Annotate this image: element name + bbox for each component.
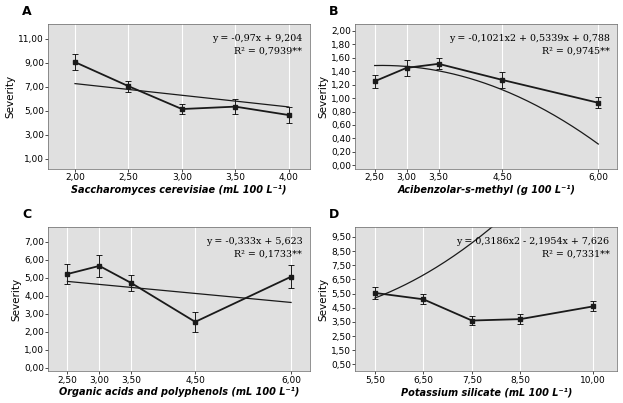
Text: D: D <box>330 208 340 221</box>
X-axis label: Acibenzolar-s-methyl (g 100 L⁻¹): Acibenzolar-s-methyl (g 100 L⁻¹) <box>397 185 576 195</box>
Text: A: A <box>22 5 32 19</box>
Text: C: C <box>22 208 31 221</box>
Y-axis label: Severity: Severity <box>6 75 16 118</box>
Y-axis label: Severity: Severity <box>318 75 328 118</box>
Text: y = 0,3186x2 - 2,1954x + 7,626
R² = 0,7331**: y = 0,3186x2 - 2,1954x + 7,626 R² = 0,73… <box>457 237 609 259</box>
Y-axis label: Severity: Severity <box>11 278 21 321</box>
X-axis label: Potassium silicate (mL 100 L⁻¹): Potassium silicate (mL 100 L⁻¹) <box>401 387 572 397</box>
X-axis label: Saccharomyces cerevisiae (mL 100 L⁻¹): Saccharomyces cerevisiae (mL 100 L⁻¹) <box>72 185 287 195</box>
Text: y = -0,1021x2 + 0,5339x + 0,788
R² = 0,9745**: y = -0,1021x2 + 0,5339x + 0,788 R² = 0,9… <box>449 34 609 56</box>
X-axis label: Organic acids and polyphenols (mL 100 L⁻¹): Organic acids and polyphenols (mL 100 L⁻… <box>59 387 300 397</box>
Text: y = -0,97x + 9,204
R² = 0,7939**: y = -0,97x + 9,204 R² = 0,7939** <box>212 34 302 56</box>
Text: y = -0,333x + 5,623
R² = 0,1733**: y = -0,333x + 5,623 R² = 0,1733** <box>206 237 302 259</box>
Y-axis label: Severity: Severity <box>318 278 328 321</box>
Text: B: B <box>330 5 339 19</box>
